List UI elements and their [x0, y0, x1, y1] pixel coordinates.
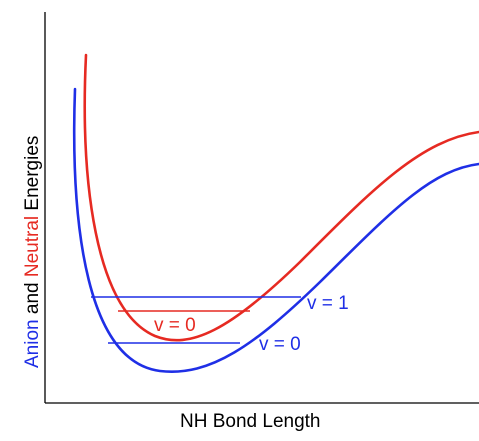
anion-v0-label: v = 0 [259, 334, 301, 355]
y-axis-label-anion: Anion [22, 319, 43, 368]
neutral-v0-label: v = 0 [154, 315, 196, 336]
anion-potential-curve [72, 87, 479, 373]
x-axis-label: NH Bond Length [180, 411, 321, 432]
y-axis-label: Anion and Neutral Energies [22, 136, 44, 368]
y-axis-label-energies: Energies [22, 135, 43, 216]
y-axis-label-neutral: Neutral [22, 215, 43, 278]
y-axis-label-and: and [22, 277, 43, 320]
anion-v1-label: v = 1 [307, 293, 349, 314]
neutral-potential-curve [83, 53, 479, 342]
